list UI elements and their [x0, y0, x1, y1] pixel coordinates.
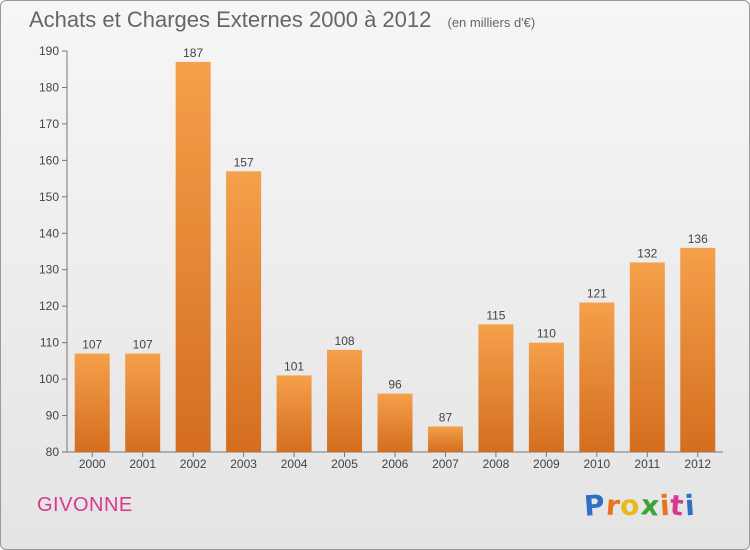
bar [427, 426, 463, 452]
bar [74, 353, 110, 452]
proxiti-logo: Proxiti [582, 488, 697, 523]
chart-title: Achats et Charges Externes 2000 à 2012 (… [29, 7, 535, 33]
y-tick-label: 180 [39, 80, 59, 94]
x-tick-label: 2002 [180, 457, 207, 471]
y-tick-label: 120 [39, 299, 59, 313]
bar-value-label: 96 [388, 378, 402, 392]
logo-letter: o [619, 488, 642, 523]
bar-value-label: 132 [637, 246, 657, 260]
bar-value-label: 101 [284, 359, 304, 373]
logo-letter: i [683, 488, 697, 523]
x-tick-label: 2006 [382, 457, 409, 471]
x-tick-label: 2012 [684, 457, 711, 471]
bar-value-label: 121 [587, 287, 607, 301]
bar-value-label: 157 [234, 155, 254, 169]
y-tick-label: 90 [46, 409, 60, 423]
y-tick-label: 150 [39, 190, 59, 204]
chart-unit: (en milliers d'€) [447, 15, 536, 30]
bar [327, 349, 363, 452]
y-tick-label: 130 [39, 263, 59, 277]
chart-title-text: Achats et Charges Externes 2000 à 2012 [29, 7, 432, 32]
bar-value-label: 87 [439, 410, 453, 424]
bar [226, 171, 262, 453]
bar [680, 247, 716, 452]
bar [629, 262, 665, 452]
bar-value-label: 187 [183, 46, 203, 60]
x-tick-label: 2005 [331, 457, 358, 471]
bar-value-label: 107 [133, 338, 153, 352]
bar [579, 302, 615, 452]
y-tick-label: 140 [39, 226, 59, 240]
x-tick-label: 2004 [281, 457, 308, 471]
bar [175, 61, 211, 452]
x-tick-label: 2000 [79, 457, 106, 471]
bar [125, 353, 161, 452]
logo-letter: x [639, 488, 662, 523]
bar [478, 324, 514, 452]
bar [276, 375, 312, 452]
y-tick-label: 160 [39, 153, 59, 167]
bar-value-label: 110 [537, 327, 556, 341]
bar-chart: 80 90 100 110 120 130 140 150 160 170 180 190 107 20… [39, 44, 723, 471]
x-tick-label: 2007 [432, 457, 459, 471]
bar [528, 342, 564, 452]
y-tick-label: 190 [39, 44, 59, 58]
x-tick-label: 2009 [533, 457, 560, 471]
x-tick-label: 2011 [634, 457, 660, 471]
commune-name: GIVONNE [37, 494, 133, 516]
bar-value-label: 108 [335, 334, 355, 348]
bar-value-label: 115 [486, 308, 505, 322]
x-tick-label: 2008 [483, 457, 510, 471]
y-tick-label: 100 [39, 372, 59, 386]
y-tick-label: 170 [39, 117, 59, 131]
bar-value-label: 136 [688, 232, 708, 246]
x-tick-label: 2010 [583, 457, 610, 471]
x-tick-label: 2001 [129, 457, 156, 471]
bar [377, 393, 413, 452]
bar-value-label: 107 [82, 338, 102, 352]
y-tick-label: 110 [40, 336, 59, 350]
y-tick-label: 80 [46, 445, 60, 459]
x-tick-label: 2003 [230, 457, 257, 471]
logo-letter: P [582, 488, 607, 523]
